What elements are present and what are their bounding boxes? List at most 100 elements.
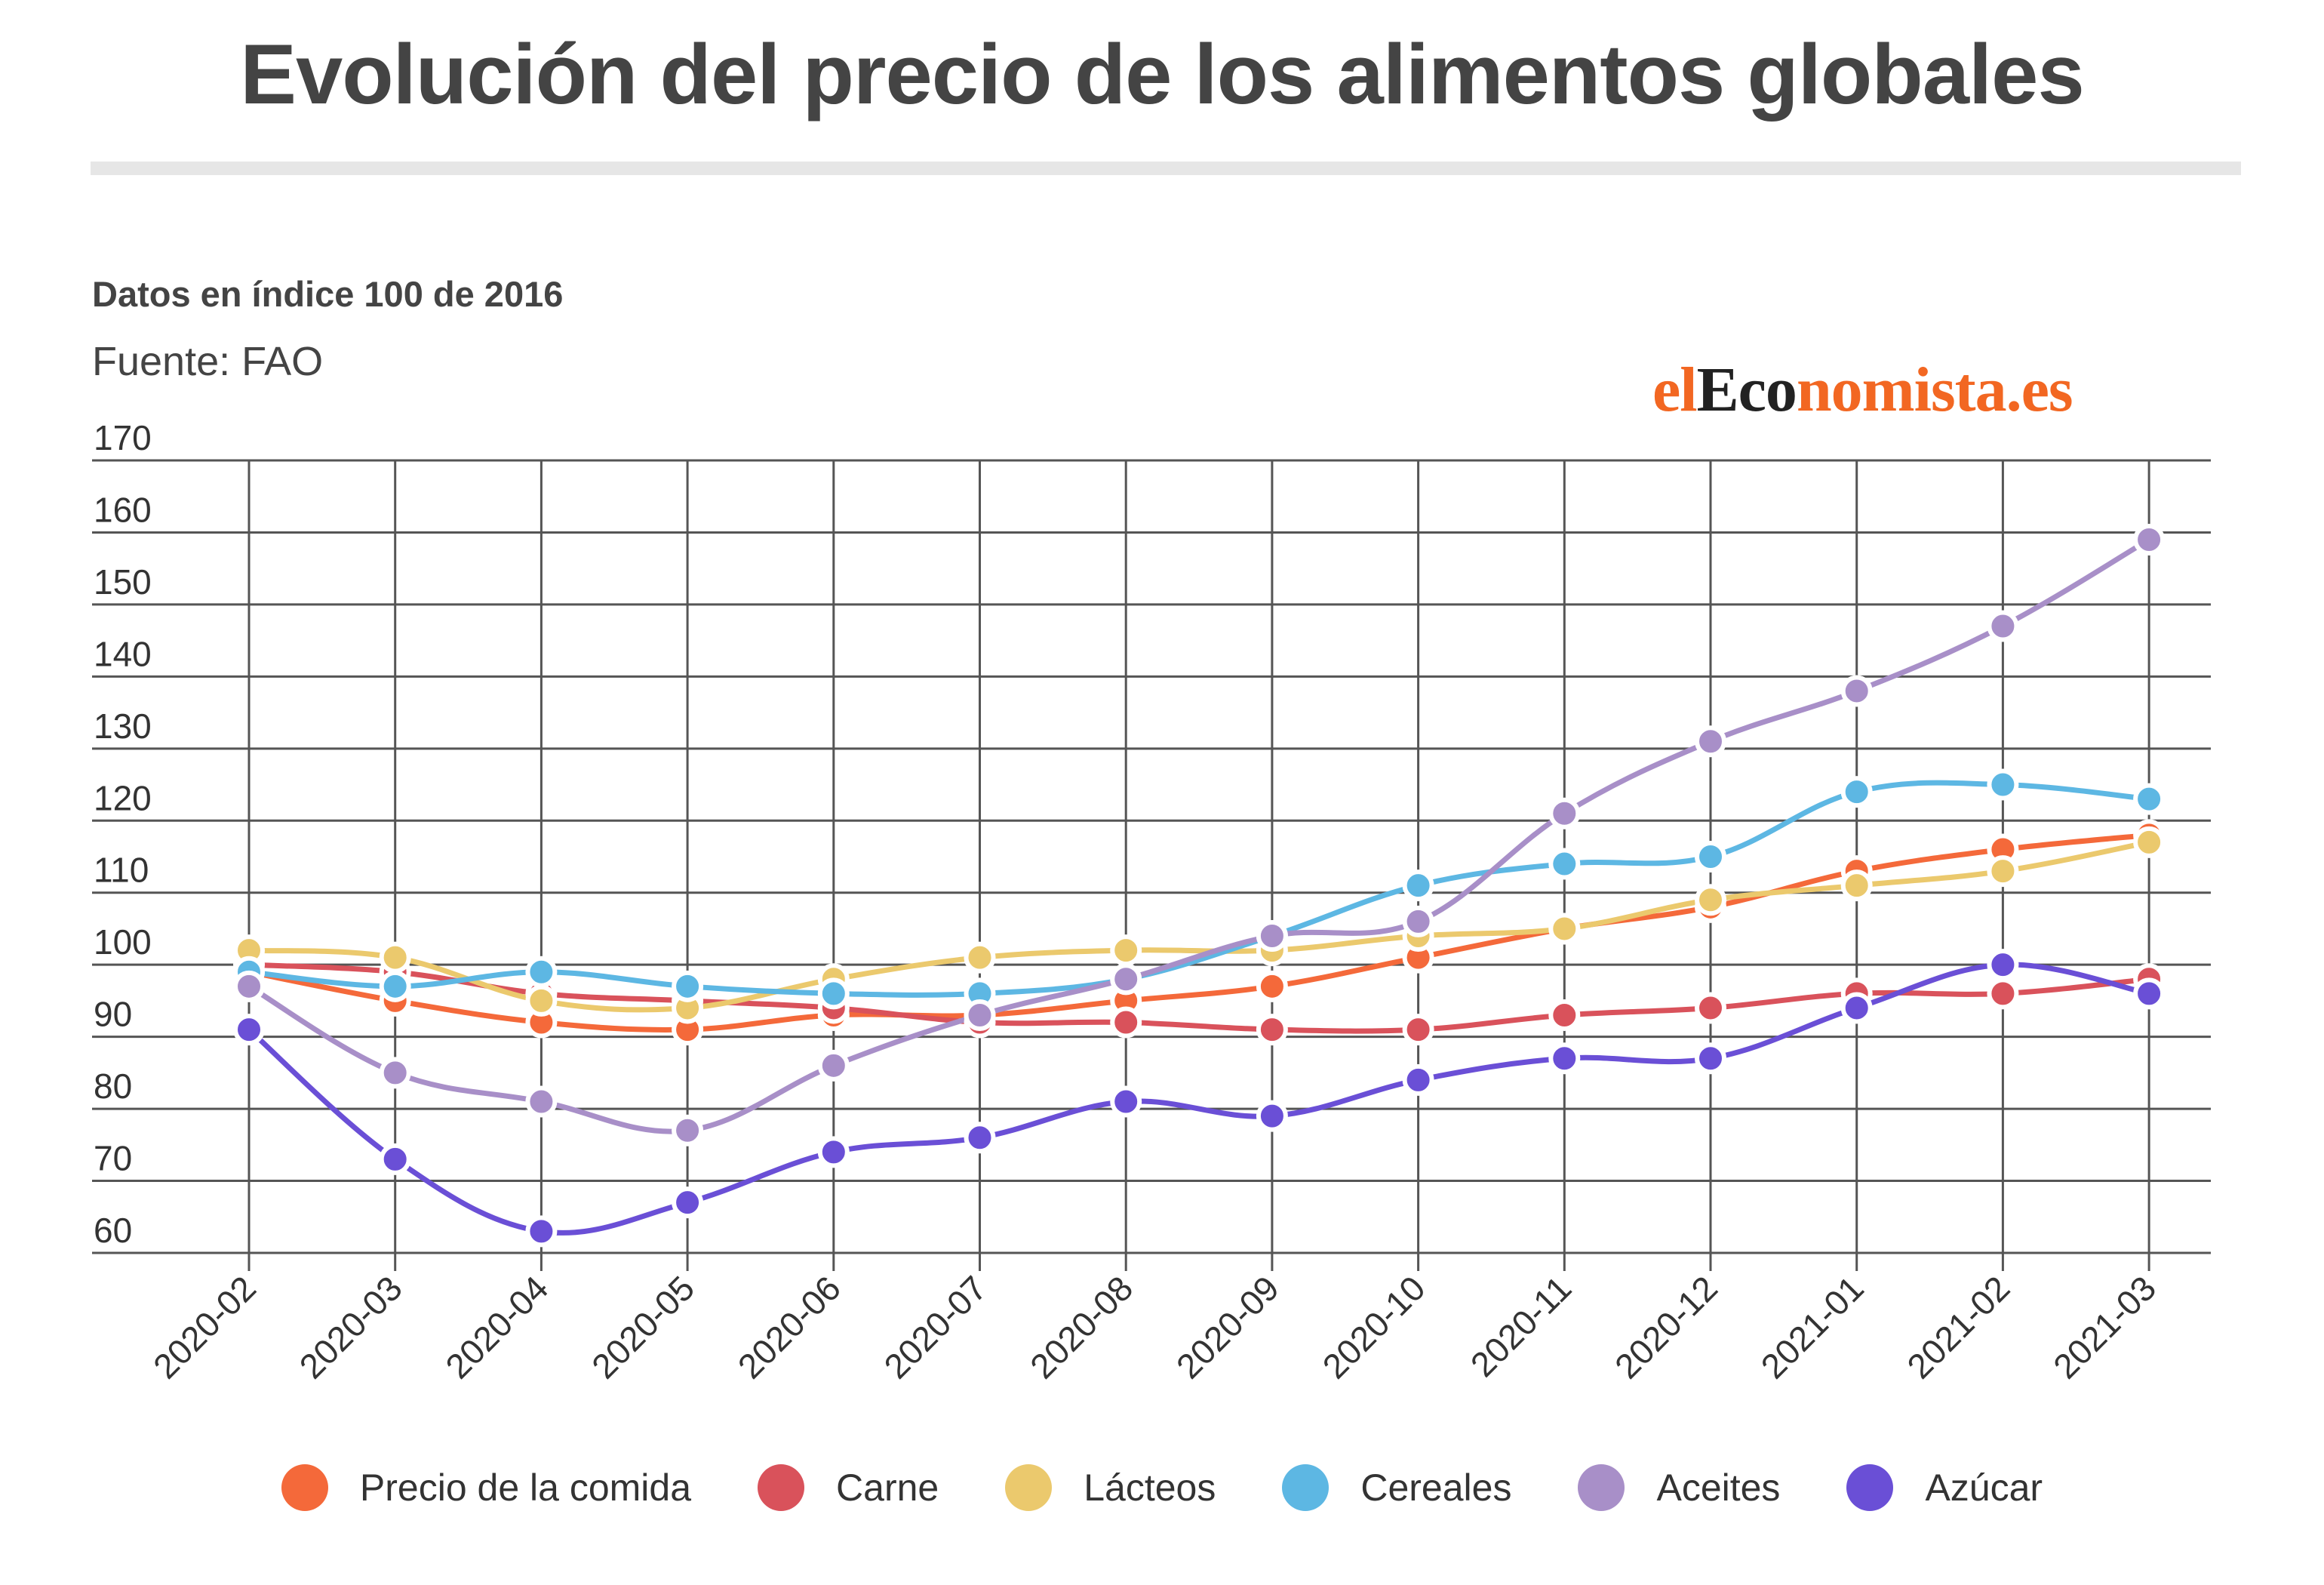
data-point <box>379 1057 411 1089</box>
legend-swatch <box>1282 1464 1330 1511</box>
series-line <box>246 832 2152 1033</box>
x-tick-label: 2020-10 <box>1315 1268 1433 1386</box>
data-point <box>1695 1042 1726 1075</box>
legend-item[interactable]: Cereales <box>1282 1464 1511 1511</box>
data-point <box>1548 848 1581 880</box>
data-point <box>964 1122 996 1154</box>
data-point <box>1256 1100 1288 1132</box>
x-tick-label: 2021-02 <box>1899 1268 2017 1386</box>
data-point <box>672 1114 704 1146</box>
data-point <box>1987 610 2019 642</box>
data-point <box>964 999 996 1031</box>
data-point <box>1548 797 1581 829</box>
x-tick-label: 2020-05 <box>584 1268 702 1386</box>
data-point <box>817 1049 850 1082</box>
data-point <box>233 970 265 1002</box>
chart-legend: Precio de la comida Carne Lácteos Cereales A… <box>0 1464 2324 1511</box>
legend-label: Azúcar <box>1925 1467 2043 1509</box>
data-point <box>1840 776 1873 808</box>
data-point <box>379 970 411 1002</box>
y-tick-label: 60 <box>94 1211 132 1250</box>
data-point <box>817 977 850 1010</box>
title-divider <box>91 162 2241 175</box>
data-point <box>1695 884 1726 916</box>
x-tick-label: 2020-04 <box>438 1268 555 1386</box>
data-point <box>379 941 411 974</box>
data-point <box>1110 963 1142 996</box>
data-point <box>1110 934 1142 967</box>
data-point <box>1548 1042 1581 1075</box>
data-point <box>525 1085 558 1118</box>
legend-swatch <box>1846 1464 1894 1511</box>
legend-label: Cereales <box>1360 1467 1512 1509</box>
legend-item[interactable]: Lácteos <box>1005 1464 1216 1511</box>
data-point <box>1548 999 1581 1031</box>
legend-swatch <box>281 1464 328 1511</box>
y-tick-label: 150 <box>94 562 152 602</box>
legend-swatch <box>1005 1464 1053 1511</box>
data-point <box>1987 768 2019 801</box>
data-point <box>1110 1085 1142 1118</box>
data-point <box>379 1143 411 1175</box>
data-point <box>1840 675 1873 707</box>
data-point <box>1987 949 2019 981</box>
data-point <box>1987 855 2019 888</box>
data-point <box>2133 524 2166 556</box>
data-point <box>1840 992 1873 1024</box>
y-tick-label: 100 <box>94 922 152 962</box>
y-tick-label: 80 <box>94 1066 132 1106</box>
legend-label: Carne <box>836 1467 939 1509</box>
x-tick-label: 2020-12 <box>1607 1268 1725 1386</box>
legend-item[interactable]: Aceites <box>1578 1464 1780 1511</box>
y-tick-label: 160 <box>94 490 152 529</box>
data-point <box>525 984 558 1017</box>
data-point <box>1110 1006 1142 1039</box>
data-point <box>1695 841 1726 873</box>
data-point <box>233 1014 265 1046</box>
x-tick-label: 2020-09 <box>1169 1268 1286 1386</box>
chart-title: Evolución del precio de los alimentos gl… <box>240 27 2084 122</box>
data-point <box>1695 725 1726 758</box>
legend-swatch <box>758 1464 805 1511</box>
data-point <box>1402 1014 1434 1046</box>
data-point <box>1402 869 1434 902</box>
data-point <box>1256 920 1288 952</box>
x-tick-label: 2021-01 <box>1754 1268 1871 1386</box>
x-tick-label: 2020-06 <box>730 1268 848 1386</box>
data-point <box>1840 869 1873 902</box>
x-tick-label: 2020-03 <box>292 1268 410 1386</box>
series-line <box>246 537 2152 1134</box>
series-line <box>246 780 2152 998</box>
data-point <box>672 1186 704 1219</box>
x-tick-label: 2020-11 <box>1463 1268 1579 1384</box>
x-tick-label: 2020-08 <box>1022 1268 1140 1386</box>
y-tick-label: 110 <box>94 851 149 890</box>
data-point <box>2133 826 2166 858</box>
chart-source: Fuente: FAO <box>92 339 324 384</box>
data-point <box>1548 913 1581 945</box>
data-point <box>1256 970 1288 1002</box>
chart-subtitle: Datos en índice 100 de 2016 <box>92 274 564 314</box>
legend-item[interactable]: Carne <box>758 1464 939 1511</box>
x-tick-label: 2020-07 <box>876 1268 994 1386</box>
y-tick-label: 130 <box>94 706 152 746</box>
legend-label: Precio de la comida <box>359 1467 692 1509</box>
data-point <box>525 956 558 988</box>
y-tick-label: 70 <box>94 1139 132 1178</box>
y-tick-label: 170 <box>94 418 152 457</box>
legend-swatch <box>1578 1464 1625 1511</box>
data-point <box>817 1136 850 1168</box>
legend-item[interactable]: Azúcar <box>1846 1464 2043 1511</box>
legend-label: Lácteos <box>1084 1467 1216 1509</box>
data-point <box>525 1215 558 1248</box>
x-tick-label: 2020-02 <box>146 1268 263 1386</box>
y-tick-label: 90 <box>94 995 132 1034</box>
legend-label: Aceites <box>1656 1467 1781 1509</box>
brand-logo: elEconomista.es <box>1652 355 2073 425</box>
legend-item[interactable]: Precio de la comida <box>281 1464 691 1511</box>
data-point <box>1402 905 1434 937</box>
y-tick-label: 120 <box>94 778 152 817</box>
data-point <box>2133 977 2166 1010</box>
data-point <box>672 970 704 1002</box>
